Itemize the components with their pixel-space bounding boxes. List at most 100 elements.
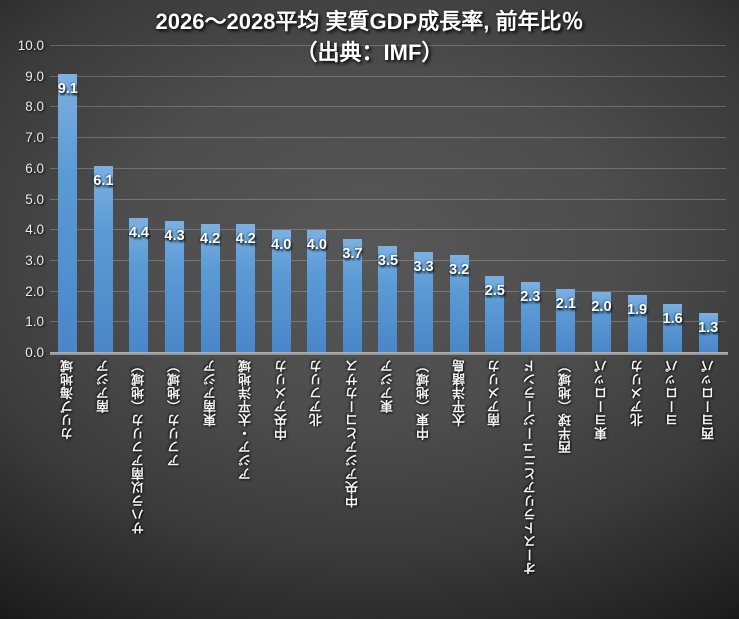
category-label: アジア・太平洋地域 [238,359,254,481]
bar-slot: 4.4 [121,46,157,353]
bar-slot: 4.0 [263,46,299,353]
bar [698,313,718,353]
bar-value-label: 4.4 [128,224,150,241]
chart-title-line2: （出典：IMF） [295,40,444,65]
bar-slot: 6.1 [86,46,122,353]
chart-title-line1: 2026～2028平均 実質GDP成長率, 前年比％ [155,9,584,34]
y-axis-tick-label: 2.0 [25,283,44,299]
category-cell: 南アメリカ [477,359,513,614]
category-cell: 東南アジア [192,359,228,614]
category-cell: サハラ以南アフリカ（地域） [121,359,157,614]
bar [200,224,220,353]
bar-value-label: 1.3 [698,320,719,337]
category-label: 北アフリカ [309,359,325,427]
bar-slot: 1.3 [690,46,726,353]
category-cell: 中東（地域） [406,359,442,614]
bar [414,251,434,353]
bar [663,303,683,353]
category-cell: 南アジア [86,359,122,614]
category-label: オーストラリアとニュージーランド [522,359,538,575]
category-label: 西ヨーロッパ [700,359,716,440]
bar [627,294,647,353]
bar-value-label: 2.5 [484,283,505,300]
category-cell: カリブ海地域 [50,359,86,614]
category-label: 西半球（地域） [558,359,574,454]
bar-series: 9.1 6.1 4.4 4.3 4.2 4.2 4.0 4.0 3.7 3.5 3.3 3.2 2.5 2… [50,46,726,353]
category-cell: 西ヨーロッパ [690,359,726,614]
bar-value-label: 1.9 [626,301,648,318]
bar-slot: 3.2 [441,46,477,353]
bar-slot: 4.2 [192,46,228,353]
bar-slot: 3.5 [370,46,406,353]
bar-value-label: 6.1 [93,172,114,189]
y-axis-tick-label: 10.0 [17,38,44,53]
bar-value-label: 4.0 [271,237,292,254]
category-label: 太平洋諸島 [451,359,467,427]
category-label: 北アメリカ [629,359,645,427]
bar-value-label: 2.3 [520,289,541,306]
bar-slot: 4.3 [157,46,193,353]
bar-slot: 2.1 [548,46,584,353]
category-label: ヨーロッパ [665,359,681,427]
category-label: アフリカ（地域） [167,359,183,467]
bar [591,291,611,353]
bar [378,245,398,353]
category-cell: 北アメリカ [619,359,655,614]
category-cell: 東アジア [370,359,406,614]
bar-value-label: 4.3 [164,227,185,244]
plot-area: 0.0 1.0 2.0 3.0 4.0 5.0 6.0 7.0 8.0 9.0 10.0 9.1 6.… [18,38,728,360]
bar-slot: 9.1 [50,46,86,353]
bar [485,276,505,353]
y-axis-tick-label: 3.0 [25,252,44,268]
y-axis-tick-label: 8.0 [25,99,44,115]
bar-slot: 2.5 [477,46,513,353]
y-axis-tick-label: 4.0 [25,222,44,238]
category-label: 中央アメリカ [273,359,289,440]
gridline [50,106,726,108]
bar [556,288,576,353]
bar [307,230,327,353]
bar-slot: 3.3 [406,46,442,353]
gridline [50,167,726,169]
y-axis-tick-label: 0.0 [25,345,44,360]
category-cell: オーストラリアとニュージーランド [513,359,549,614]
bar [236,224,256,353]
bar-value-label: 1.6 [662,310,683,327]
bar-slot: 4.0 [299,46,335,353]
gridline [50,137,726,139]
category-label: サハラ以南アフリカ（地域） [131,359,147,535]
bar-value-label: 4.0 [306,237,327,254]
category-label: 南アメリカ [487,359,503,427]
bar [165,221,185,353]
bar-value-label: 2.1 [555,295,576,312]
category-cell: 中央アメリカ [263,359,299,614]
gridline [50,45,726,46]
bar [342,239,362,353]
bar-value-label: 4.2 [200,231,221,248]
y-axis-tick-label: 6.0 [25,160,44,176]
category-cell: 中央アジアとコーカサス [335,359,371,614]
chart-title: 2026～2028平均 実質GDP成長率, 前年比％ （出典：IMF） [0,6,739,68]
category-label: 南アジア [95,359,111,413]
category-label: 東アジア [380,359,396,413]
bar-value-label: 3.5 [377,252,399,269]
gridline [50,198,726,200]
bar [129,217,149,353]
category-cell: 太平洋諸島 [441,359,477,614]
gridline [50,229,726,231]
category-label: 中東（地域） [416,359,432,440]
category-cell: アジア・太平洋地域 [228,359,264,614]
bar [449,254,469,353]
category-cell: ヨーロッパ [655,359,691,614]
y-axis-tick-label: 1.0 [25,314,44,330]
category-cell: アフリカ（地域） [157,359,193,614]
y-axis-tick-label: 5.0 [25,191,44,207]
category-label: カリブ海地域 [60,359,76,440]
bar-slot: 1.9 [619,46,655,353]
category-label: 中央アジアとコーカサス [344,359,360,508]
bar [93,165,113,353]
bar-value-label: 9.1 [57,80,78,97]
y-axis-tick-label: 9.0 [25,68,44,84]
bar-value-label: 3.7 [342,246,363,263]
